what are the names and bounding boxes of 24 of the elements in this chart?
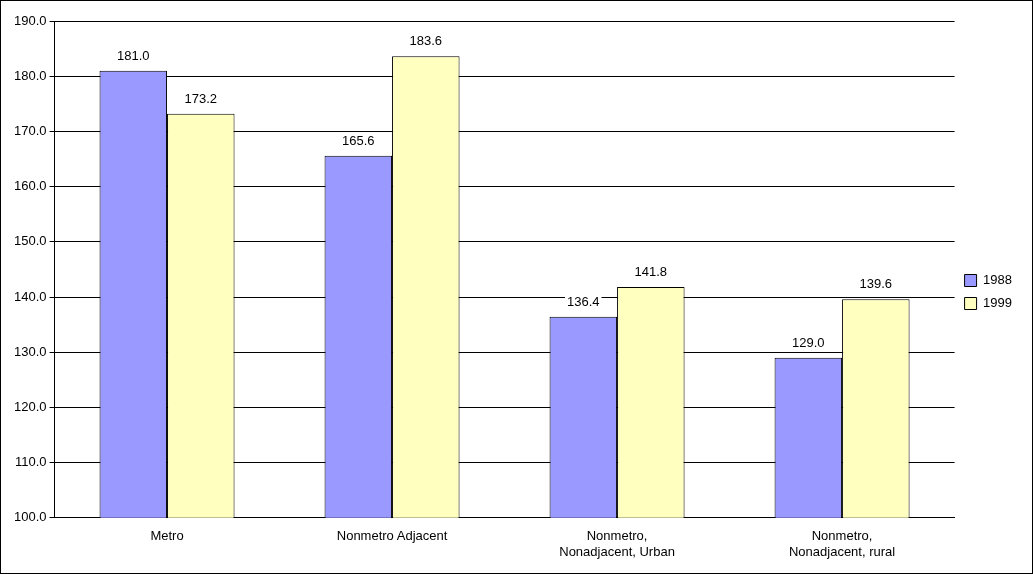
data-label: 181.0 — [117, 47, 150, 63]
data-label: 136.4 — [567, 293, 600, 309]
y-tick-label: 150.0 — [13, 233, 47, 249]
x-tick-label: Metro — [150, 528, 184, 544]
data-label: 173.2 — [184, 90, 218, 106]
data-label: 165.6 — [342, 132, 375, 148]
x-tick-label: Nonmetro, Nonadjacent, rural — [788, 528, 896, 559]
y-tick-label: 190.0 — [13, 12, 47, 28]
y-tick-label: 140.0 — [13, 288, 47, 304]
x-tick-label: Nonmetro Adjacent — [336, 528, 448, 544]
y-tick-label: 100.0 — [13, 509, 47, 525]
y-tick-label: 160.0 — [13, 178, 47, 194]
y-tick-label: 180.0 — [13, 67, 47, 83]
y-tick-label: 110.0 — [14, 454, 47, 470]
y-tick-label: 120.0 — [13, 398, 47, 414]
x-tick-label: Nonmetro, Nonadjacent, Urban — [559, 528, 675, 559]
data-label: 139.6 — [859, 276, 893, 292]
legend-label: 1988 — [983, 272, 1012, 288]
data-label: 183.6 — [409, 33, 443, 49]
y-tick-label: 130.0 — [13, 343, 47, 359]
data-label: 141.8 — [634, 264, 668, 280]
y-tick-label: 170.0 — [13, 122, 47, 138]
data-label: 129.0 — [792, 334, 825, 350]
legend-label: 1999 — [983, 295, 1012, 311]
